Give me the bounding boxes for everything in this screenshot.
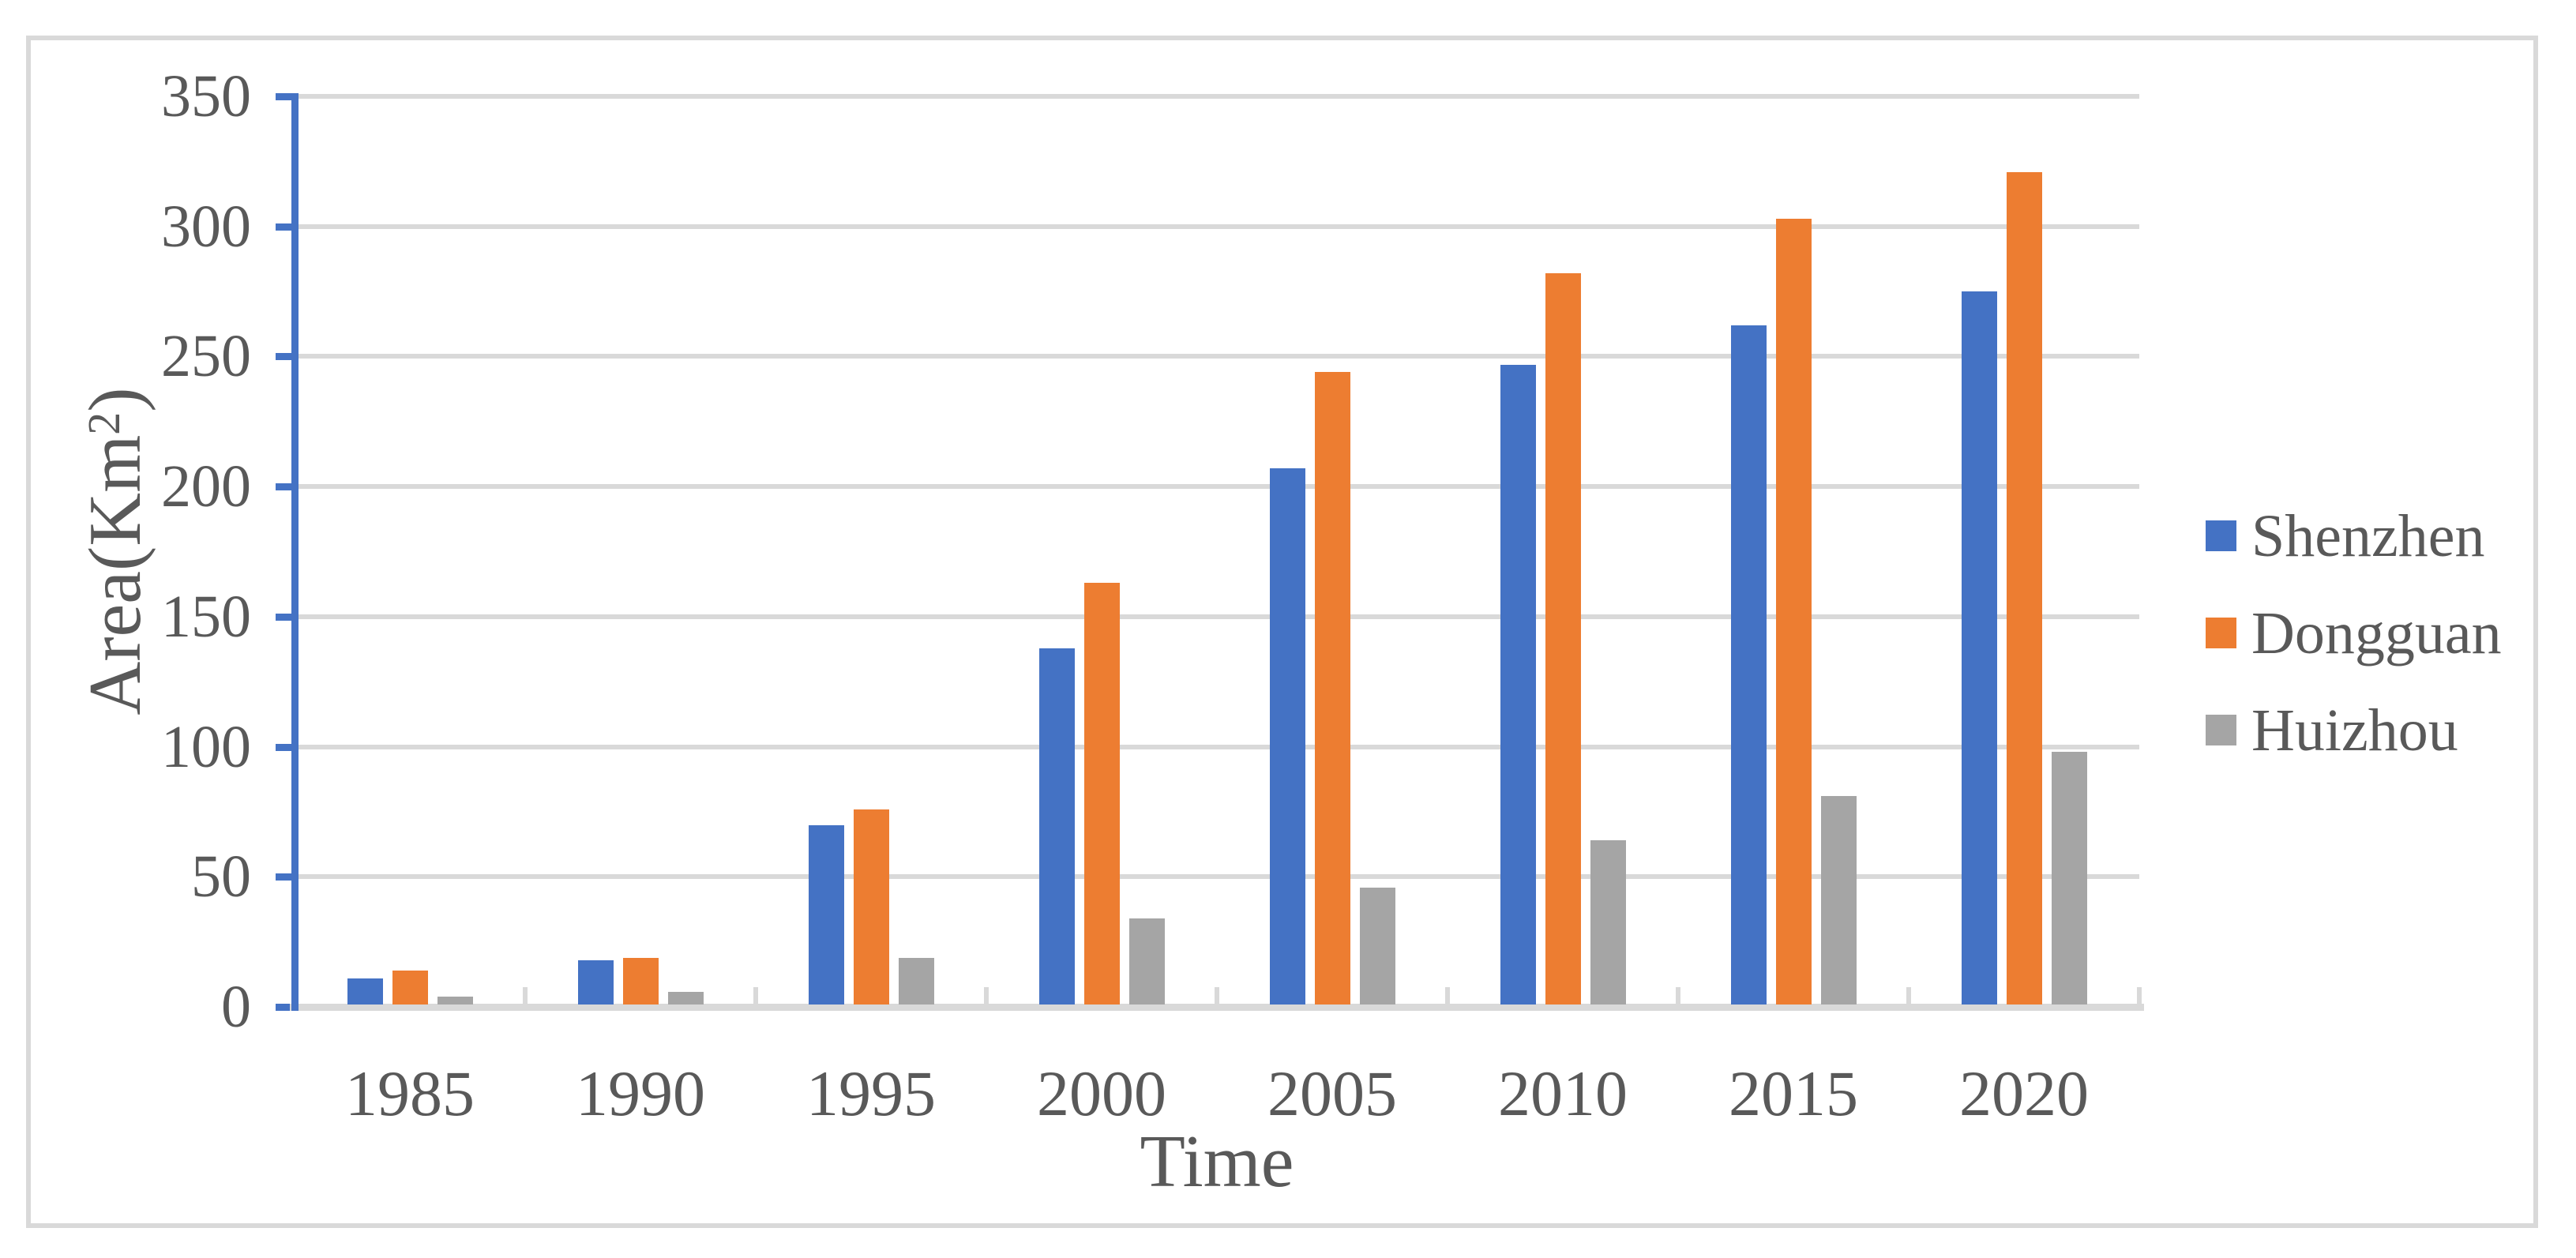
x-tick-6 [1676, 987, 1680, 1004]
legend-label-huizhou: Huizhou [2251, 697, 2458, 764]
bar-dongguan-2020 [2007, 172, 2042, 1005]
x-tick-4 [1215, 987, 1219, 1004]
x-tick-5 [1445, 987, 1450, 1004]
gridline-150 [295, 614, 2139, 619]
y-tick-label-350: 350 [161, 63, 251, 130]
y-tick-100 [276, 743, 295, 751]
y-axis-title-close: ) [74, 387, 156, 412]
bar-dongguan-2015 [1776, 219, 1812, 1005]
legend-swatch-shenzhen [2206, 520, 2236, 551]
bar-dongguan-2010 [1545, 273, 1581, 1005]
gridline-200 [295, 484, 2139, 490]
bar-dongguan-2005 [1315, 372, 1350, 1005]
legend-swatch-dongguan [2206, 618, 2236, 648]
bar-huizhou-2005 [1360, 888, 1395, 1005]
x-tick-3 [984, 987, 989, 1004]
bar-shenzhen-2000 [1039, 648, 1075, 1005]
bar-dongguan-1985 [392, 971, 428, 1005]
y-tick-250 [276, 353, 295, 361]
y-tick-label-300: 300 [161, 193, 251, 260]
y-tick-label-100: 100 [161, 713, 251, 780]
legend-label-dongguan: Dongguan [2251, 600, 2502, 667]
bar-shenzhen-1995 [809, 825, 844, 1005]
x-tick-label-2015: 2015 [1729, 1057, 1858, 1129]
x-tick-2 [753, 987, 758, 1004]
y-tick-350 [276, 93, 295, 100]
bar-huizhou-2000 [1129, 918, 1165, 1005]
bar-shenzhen-2010 [1500, 365, 1536, 1005]
legend-swatch-huizhou [2206, 715, 2236, 745]
bar-huizhou-1995 [899, 958, 934, 1005]
legend-label-shenzhen: Shenzhen [2251, 503, 2485, 569]
bar-shenzhen-2015 [1731, 325, 1767, 1005]
y-tick-label-200: 200 [161, 453, 251, 520]
x-tick-label-2010: 2010 [1498, 1057, 1628, 1129]
x-tick-label-1990: 1990 [576, 1057, 705, 1129]
bar-shenzhen-1985 [347, 978, 383, 1005]
y-tick-label-0: 0 [221, 974, 251, 1040]
y-tick-label-150: 150 [161, 583, 251, 650]
bar-dongguan-1990 [623, 958, 659, 1005]
bar-huizhou-2015 [1821, 796, 1857, 1005]
x-tick-1 [523, 987, 528, 1004]
gridline-50 [295, 874, 2139, 880]
x-tick-7 [1906, 987, 1911, 1004]
gridline-350 [295, 94, 2139, 99]
bar-huizhou-1990 [668, 992, 704, 1005]
bar-shenzhen-1990 [578, 960, 614, 1005]
y-axis-title: Area(Km2) [74, 387, 162, 715]
y-tick-label-250: 250 [161, 323, 251, 390]
gridline-250 [295, 354, 2139, 359]
x-axis-title: Time [1140, 1121, 1294, 1203]
y-tick-300 [276, 223, 295, 231]
gridline-100 [295, 744, 2139, 749]
bar-huizhou-2020 [2052, 752, 2087, 1005]
bar-huizhou-1985 [437, 997, 473, 1005]
y-tick-200 [276, 483, 295, 491]
gridline-300 [295, 223, 2139, 229]
x-tick-label-2000: 2000 [1037, 1057, 1166, 1129]
x-tick-label-1985: 1985 [345, 1057, 475, 1129]
y-tick-0 [276, 1004, 295, 1011]
x-axis-line [290, 1004, 2144, 1011]
bar-dongguan-2000 [1084, 583, 1120, 1005]
x-tick-label-2005: 2005 [1267, 1057, 1397, 1129]
bar-dongguan-1995 [854, 809, 889, 1005]
y-tick-label-50: 50 [191, 843, 251, 911]
bar-huizhou-2010 [1590, 840, 1626, 1005]
y-tick-50 [276, 873, 295, 881]
x-tick-label-2020: 2020 [1959, 1057, 2089, 1129]
y-axis-title-superscript: 2 [77, 411, 130, 435]
bar-shenzhen-2020 [1962, 291, 1997, 1005]
bar-shenzhen-2005 [1270, 468, 1305, 1005]
x-tick-label-1995: 1995 [806, 1057, 936, 1129]
y-tick-150 [276, 613, 295, 621]
y-axis-line [291, 93, 299, 1011]
x-tick-8 [2137, 987, 2142, 1004]
